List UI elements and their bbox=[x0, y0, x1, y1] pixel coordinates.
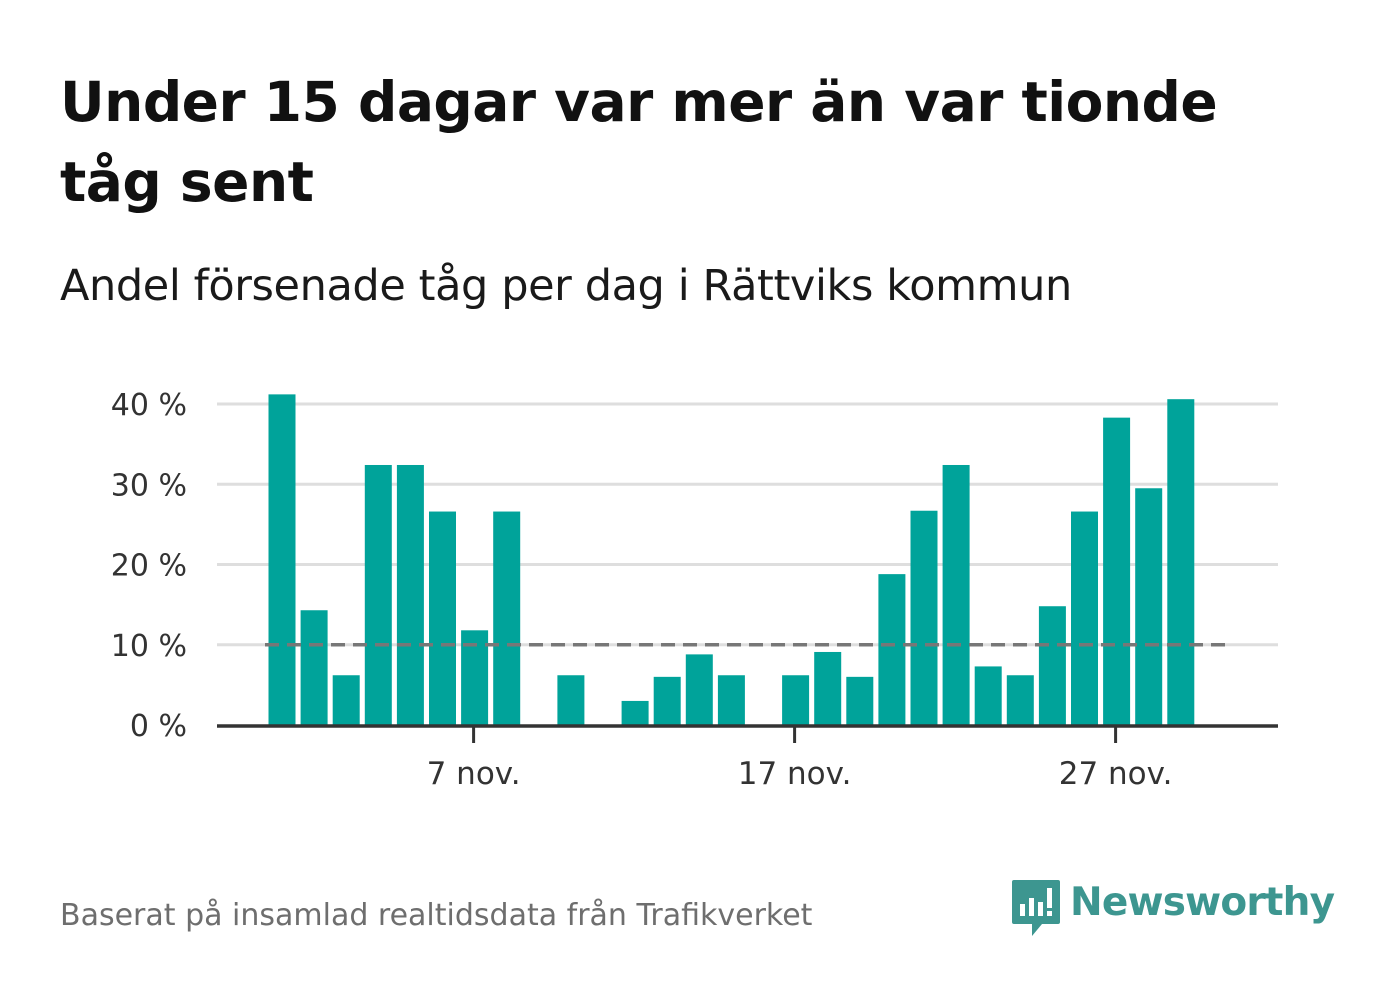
bar bbox=[1006, 675, 1034, 725]
y-tick-label: 30 % bbox=[111, 468, 187, 503]
bar bbox=[1103, 417, 1131, 725]
bar bbox=[942, 464, 970, 725]
bar bbox=[364, 464, 392, 725]
bar bbox=[814, 651, 842, 725]
bars bbox=[268, 394, 1195, 725]
x-tick-label: 17 nov. bbox=[738, 756, 852, 792]
bar bbox=[332, 675, 360, 725]
bar bbox=[910, 510, 938, 725]
bar bbox=[493, 511, 521, 725]
bar bbox=[1135, 488, 1163, 725]
newsworthy-logo-icon bbox=[1012, 880, 1060, 936]
bar bbox=[782, 675, 810, 725]
axes: 0 % 10 % 20 % 30 % 40 % 7 nov. 17 nov. 27 nov. bbox=[111, 388, 1278, 792]
bar bbox=[557, 675, 585, 725]
bar bbox=[396, 464, 424, 725]
chart-subtitle: Andel försenade tåg per dag i Rättviks k… bbox=[60, 261, 1072, 311]
x-tick-label: 7 nov. bbox=[427, 756, 521, 792]
y-tick-label: 0 % bbox=[130, 709, 187, 744]
y-tick-label: 10 % bbox=[111, 629, 187, 664]
y-tick-label: 20 % bbox=[111, 549, 187, 584]
bar bbox=[1167, 399, 1195, 725]
bar bbox=[878, 574, 906, 725]
bar bbox=[268, 394, 296, 725]
source-note: Baserat på insamlad realtidsdata från Tr… bbox=[60, 898, 813, 933]
brand-name: Newsworthy bbox=[1070, 880, 1335, 925]
bar-chart: 0 % 10 % 20 % 30 % 40 % 7 nov. 17 nov. 27 nov. bbox=[111, 388, 1278, 792]
bar bbox=[1071, 511, 1098, 725]
bar bbox=[653, 676, 681, 725]
y-tick-label: 40 % bbox=[111, 388, 187, 423]
bar bbox=[717, 675, 745, 725]
x-tick-label: 27 nov. bbox=[1059, 756, 1173, 792]
bar bbox=[685, 654, 713, 725]
chart-title: Under 15 dagar var mer än var tionde tåg… bbox=[60, 70, 1218, 214]
newsworthy-logo: Newsworthy bbox=[1010, 878, 1335, 940]
bar bbox=[846, 676, 874, 725]
bar bbox=[300, 610, 328, 725]
bar bbox=[974, 666, 1002, 725]
bar bbox=[1038, 606, 1066, 725]
bar bbox=[621, 700, 649, 725]
bar bbox=[429, 511, 456, 725]
